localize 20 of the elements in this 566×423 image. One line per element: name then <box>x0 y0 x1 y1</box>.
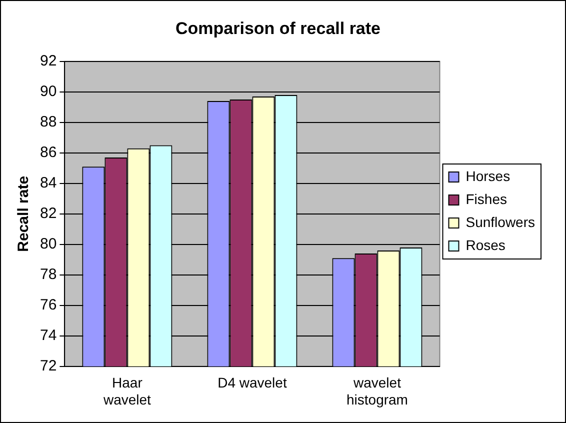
y-tick-label: 80 <box>40 236 57 253</box>
y-tick-label: 72 <box>40 358 57 375</box>
x-tick-label: Haar wavelet <box>102 374 152 408</box>
y-tick-label: 76 <box>40 296 57 314</box>
legend-label: Sunflowers <box>466 214 536 230</box>
y-tick-label: 88 <box>40 114 57 131</box>
legend-label: Horses <box>466 168 510 184</box>
legend-label: Roses <box>466 236 506 253</box>
y-tick-label: 78 <box>40 266 57 284</box>
legend-label: Fishes <box>466 190 507 207</box>
y-axis-title: Recall rate <box>15 176 32 252</box>
y-tick-label: 90 <box>40 83 57 100</box>
y-tick-label: 84 <box>40 174 57 192</box>
y-tick-label: 86 <box>40 144 57 162</box>
y-tick-label: 74 <box>40 327 57 344</box>
y-tick-label: 92 <box>40 52 57 70</box>
x-tick-label: wavelet histogram <box>346 374 408 408</box>
y-tick-label: 82 <box>40 205 57 222</box>
x-tick-label: D4 wavelet <box>218 374 287 391</box>
chart-title: Comparison of recall rate <box>175 18 381 38</box>
